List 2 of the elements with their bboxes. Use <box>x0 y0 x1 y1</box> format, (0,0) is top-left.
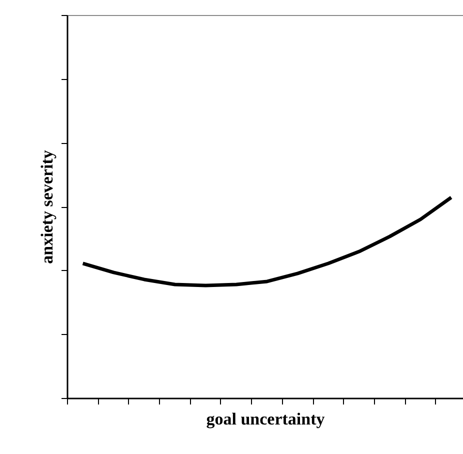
x-axis-title: goal uncertainty <box>206 410 326 428</box>
y-axis-title: anxiety severity <box>38 150 56 264</box>
